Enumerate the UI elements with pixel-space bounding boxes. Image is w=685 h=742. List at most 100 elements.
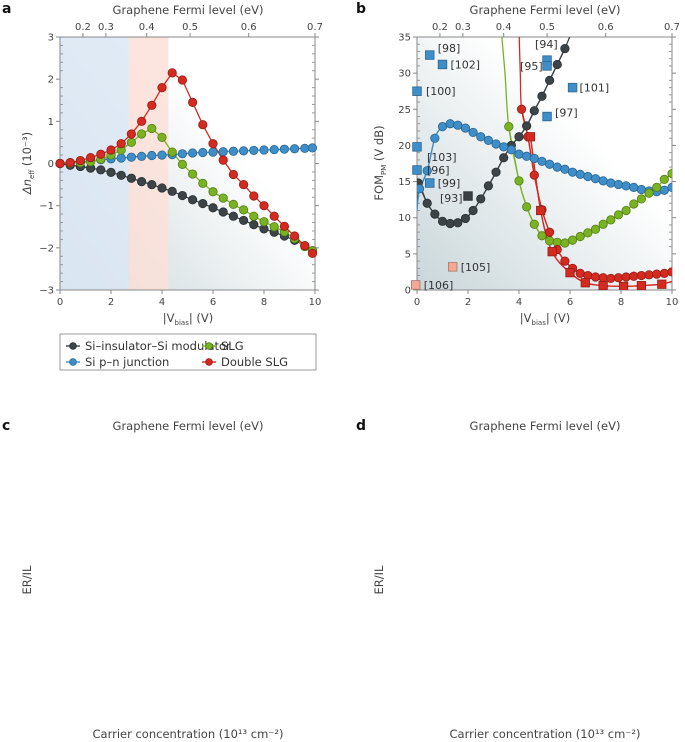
data-point xyxy=(544,227,555,237)
data-point xyxy=(157,132,167,142)
data-point xyxy=(249,191,259,201)
top-tick-label: 0.7 xyxy=(664,22,680,33)
data-point xyxy=(137,129,147,139)
data-point xyxy=(560,256,570,266)
data-point xyxy=(126,173,136,183)
data-point xyxy=(167,68,177,78)
top-tick-label: 0.6 xyxy=(598,22,614,33)
panel-a-series xyxy=(55,68,318,258)
data-point xyxy=(239,179,249,190)
data-point xyxy=(522,121,532,131)
x-tick-label: 4 xyxy=(516,297,522,308)
top-tick-label: 0.3 xyxy=(455,22,471,33)
data-point xyxy=(613,179,624,190)
data-point xyxy=(629,199,639,209)
reference-point xyxy=(542,111,552,122)
legend-label: Si–insulator–Si modulator xyxy=(85,339,231,353)
reference-label: [95] xyxy=(520,60,543,73)
legend-marker xyxy=(69,358,77,366)
data-point xyxy=(157,183,167,193)
data-point xyxy=(560,238,570,248)
data-point xyxy=(491,167,501,177)
data-point xyxy=(537,231,547,241)
data-point xyxy=(417,184,425,194)
data-point xyxy=(537,91,547,101)
data-point xyxy=(514,176,524,186)
data-point xyxy=(644,188,654,198)
reference-label: [96] xyxy=(427,164,450,177)
data-point xyxy=(157,150,167,160)
x-tick-label: 8 xyxy=(618,297,624,308)
data-point xyxy=(249,145,259,156)
data-point xyxy=(126,152,136,162)
y-tick-label: 20 xyxy=(398,141,411,152)
data-point xyxy=(506,145,516,155)
data-point xyxy=(598,281,608,290)
data-point xyxy=(228,199,238,210)
legend-box xyxy=(59,333,317,371)
data-point xyxy=(445,218,455,229)
reference-point xyxy=(412,86,422,96)
panel-a-ylabel: Δneff (10⁻³) xyxy=(20,132,36,195)
legend-marker xyxy=(205,342,213,350)
data-point xyxy=(86,152,96,163)
data-point xyxy=(422,198,432,208)
data-point xyxy=(147,179,157,190)
data-point xyxy=(514,132,524,142)
data-point xyxy=(289,231,300,241)
reference-point xyxy=(447,262,458,272)
data-point xyxy=(652,182,662,192)
data-point xyxy=(239,215,249,226)
reference-point xyxy=(542,61,552,71)
data-point xyxy=(529,170,539,180)
data-point xyxy=(65,158,75,168)
top-tick-label: 0.5 xyxy=(182,22,198,33)
data-point xyxy=(259,201,269,211)
panel-d-top-xlabel: Graphene Fermi level (eV) xyxy=(470,419,621,433)
reference-point xyxy=(412,165,422,175)
data-point xyxy=(208,139,218,149)
data-point xyxy=(552,59,562,70)
data-point xyxy=(499,142,509,152)
y-tick-label: −2 xyxy=(39,243,54,254)
data-point xyxy=(228,211,238,221)
data-point xyxy=(167,147,177,157)
x-tick-label: 10 xyxy=(309,297,322,308)
reference-point xyxy=(411,280,421,290)
data-point xyxy=(460,123,471,133)
reference-label: [101] xyxy=(580,82,610,95)
y-tick-label: 35 xyxy=(398,33,411,44)
data-point xyxy=(468,205,478,216)
legend-label: Si p–n junction xyxy=(85,355,169,369)
panel-c-xlabel: Carrier concentration (10¹³ cm⁻²) xyxy=(93,727,284,741)
data-point xyxy=(422,166,432,176)
data-point xyxy=(116,139,126,149)
shaded-region xyxy=(128,37,169,290)
data-point xyxy=(652,269,662,279)
data-point xyxy=(55,158,65,169)
data-point xyxy=(657,279,667,289)
reference-label: [106] xyxy=(424,279,454,292)
data-point xyxy=(239,146,249,156)
top-tick-label: 0.6 xyxy=(241,22,257,33)
legend-label: SLG xyxy=(221,339,244,353)
x-tick-label: 10 xyxy=(666,297,679,308)
data-point xyxy=(177,190,187,201)
data-point xyxy=(621,181,631,191)
data-point xyxy=(544,159,555,169)
data-point xyxy=(636,184,647,195)
data-point xyxy=(279,144,289,154)
y-tick-label: 5 xyxy=(405,249,411,260)
data-point xyxy=(177,159,187,169)
data-point xyxy=(228,169,238,180)
data-point xyxy=(598,176,608,186)
data-point xyxy=(560,43,570,54)
data-point xyxy=(188,169,198,179)
reference-label: [94] xyxy=(535,38,558,51)
x-tick-label: 6 xyxy=(210,297,216,308)
data-point xyxy=(590,272,601,282)
reference-point xyxy=(412,142,422,152)
data-point xyxy=(522,151,532,161)
data-point xyxy=(177,149,187,159)
data-point xyxy=(636,194,647,204)
